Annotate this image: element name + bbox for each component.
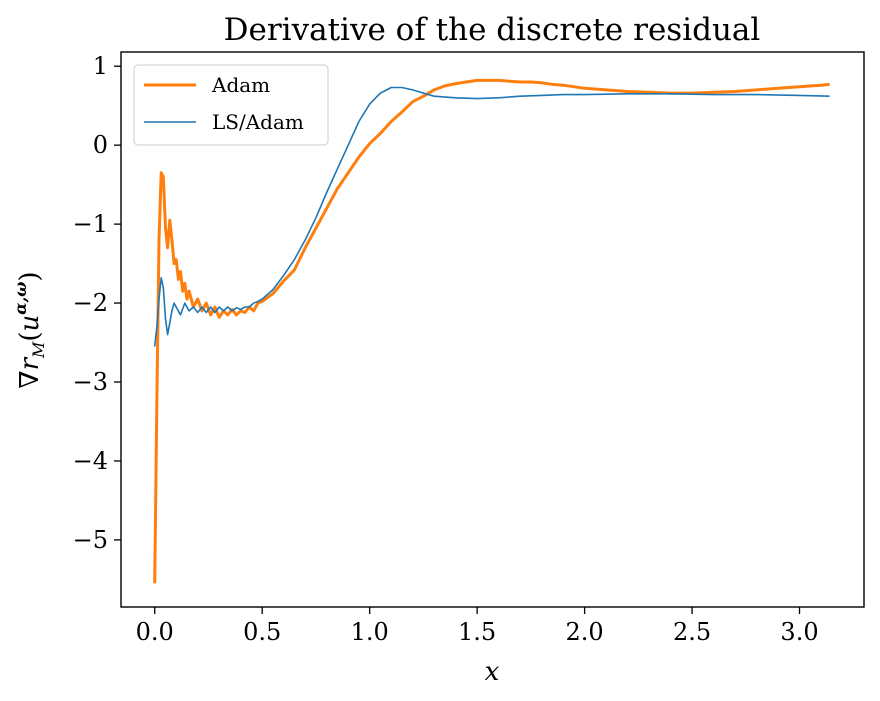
legend-label-ls-adam: LS/Adam [212, 110, 304, 134]
x-tick-label: 0.5 [243, 618, 281, 646]
x-axis-label: x [485, 657, 500, 687]
x-tick-label: 2.5 [673, 618, 711, 646]
ticks-layer: 0.0 0.5 1.0 1.5 2.0 2.5 3.0 1 0 −1 −2 −3 −4 −5 [73, 52, 819, 646]
y-tick-label: 0 [93, 131, 108, 159]
y-tick-label: −5 [73, 526, 108, 554]
x-tick-label: 2.0 [566, 618, 604, 646]
y-tick-label: −1 [73, 210, 108, 238]
x-tick-label: 1.5 [458, 618, 496, 646]
y-tick-label: −4 [73, 447, 108, 475]
chart-title: Derivative of the discrete residual [224, 12, 761, 48]
y-tick-label: −2 [73, 289, 108, 317]
x-tick-label: 0.0 [136, 618, 174, 646]
y-tick-label: 1 [93, 52, 108, 80]
y-tick-label: −3 [73, 368, 108, 396]
x-tick-label: 1.0 [351, 618, 389, 646]
series-line-ls-adam [153, 86, 830, 347]
plot-frame [120, 51, 865, 608]
series-line-adam [153, 78, 830, 584]
legend-label-adam: Adam [211, 73, 270, 97]
legend: Adam LS/Adam [133, 64, 329, 146]
series-layer [153, 78, 830, 584]
x-tick-label: 3.0 [780, 618, 818, 646]
y-axis-label: ∇rM(uα,ω) [11, 271, 48, 388]
